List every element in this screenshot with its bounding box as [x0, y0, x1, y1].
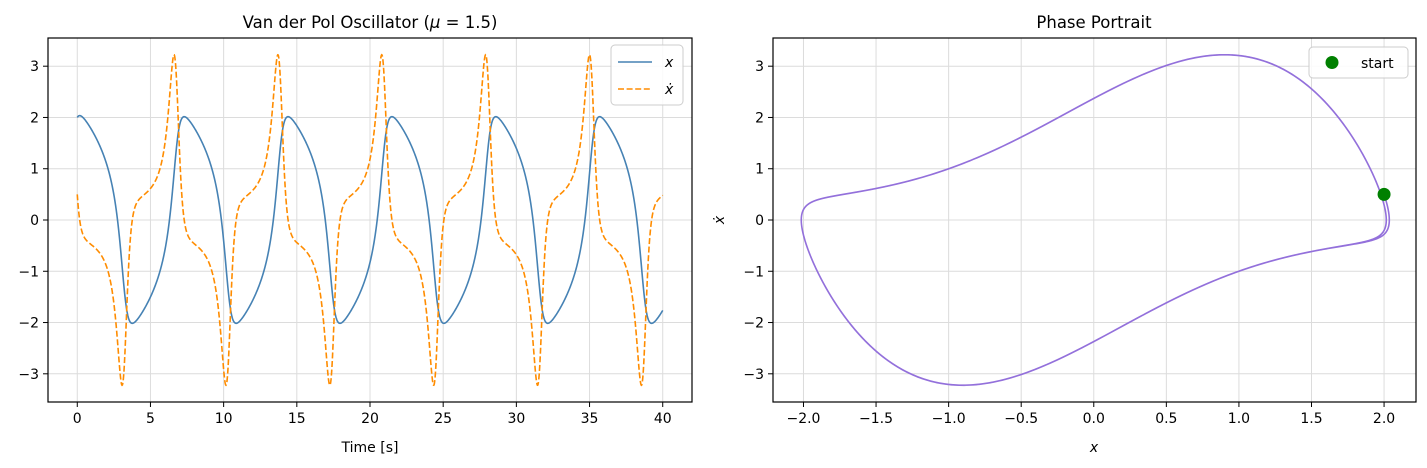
y-tick-label: −1 — [743, 264, 764, 280]
x-axis-ticks: 0 5 10 15 20 25 30 35 40 — [73, 402, 672, 427]
x-tick-label: 30 — [507, 411, 525, 427]
plot-area — [800, 53, 1391, 387]
x-tick-label: 15 — [288, 411, 306, 427]
x-tick-label: −2.0 — [786, 411, 820, 427]
series-xdot-line — [76, 53, 664, 387]
y-tick-label: 3 — [30, 59, 39, 75]
y-axis-label: ẋ — [712, 215, 728, 225]
x-tick-label: 0.0 — [1083, 411, 1105, 427]
grid — [48, 38, 692, 402]
plot-area — [76, 53, 664, 387]
y-tick-label: −1 — [18, 264, 39, 280]
phase-trajectory-line — [800, 53, 1391, 387]
legend-start-label: start — [1361, 56, 1394, 72]
x-tick-label: 5 — [146, 411, 155, 427]
x-tick-label: 1.0 — [1228, 411, 1250, 427]
y-tick-label: 2 — [30, 110, 39, 126]
y-tick-label: 1 — [30, 162, 39, 178]
series-x-line — [76, 114, 664, 325]
y-tick-label: −2 — [18, 316, 39, 332]
y-tick-label: 2 — [755, 110, 764, 126]
x-tick-label: 40 — [654, 411, 672, 427]
x-tick-label: −1.5 — [859, 411, 893, 427]
y-tick-label: −3 — [18, 367, 39, 383]
x-tick-label: 0.5 — [1155, 411, 1177, 427]
y-axis-ticks: −3 −2 −1 0 1 2 3 — [18, 59, 48, 383]
x-tick-label: 0 — [73, 411, 82, 427]
y-tick-label: 0 — [30, 213, 39, 229]
legend: start — [1308, 46, 1409, 79]
y-tick-label: −3 — [743, 367, 764, 383]
chart-title: Van der Pol Oscillator (μ = 1.5) — [243, 13, 498, 32]
legend-start-marker — [1325, 56, 1339, 69]
y-tick-label: 0 — [755, 213, 764, 229]
x-tick-label: 25 — [434, 411, 452, 427]
x-tick-label: 20 — [361, 411, 379, 427]
x-tick-label: −1.0 — [932, 411, 966, 427]
x-tick-label: −0.5 — [1004, 411, 1038, 427]
start-marker — [1377, 187, 1391, 201]
svg-text:ẋ: ẋ — [712, 215, 728, 225]
grid — [773, 38, 1416, 402]
x-axis-ticks: −2.0 −1.5 −1.0 −0.5 0.0 0.5 1.0 1.5 2.0 — [786, 402, 1395, 427]
y-tick-label: 1 — [755, 162, 764, 178]
x-axis-label: Time [s] — [341, 440, 399, 456]
time-series-chart: Van der Pol Oscillator (μ = 1.5) 0 5 10 15 2… — [18, 13, 693, 456]
legend-xdot-label: ẋ — [664, 82, 674, 98]
x-tick-label: 1.5 — [1300, 411, 1322, 427]
x-tick-label: 10 — [215, 411, 233, 427]
legend: x ẋ — [610, 44, 684, 106]
legend-x-label: x — [664, 55, 674, 71]
chart-title: Phase Portrait — [1036, 13, 1152, 32]
x-tick-label: 35 — [581, 411, 599, 427]
y-tick-label: 3 — [755, 59, 764, 75]
x-tick-label: 2.0 — [1373, 411, 1395, 427]
x-axis-label: x — [1089, 440, 1099, 456]
y-axis-ticks: −3 −2 −1 0 1 2 3 — [743, 59, 773, 383]
phase-portrait-chart: Phase Portrait −2.0 −1.5 −1.0 −0.5 0.0 0.5 1.0… — [712, 13, 1417, 456]
y-tick-label: −2 — [743, 316, 764, 332]
